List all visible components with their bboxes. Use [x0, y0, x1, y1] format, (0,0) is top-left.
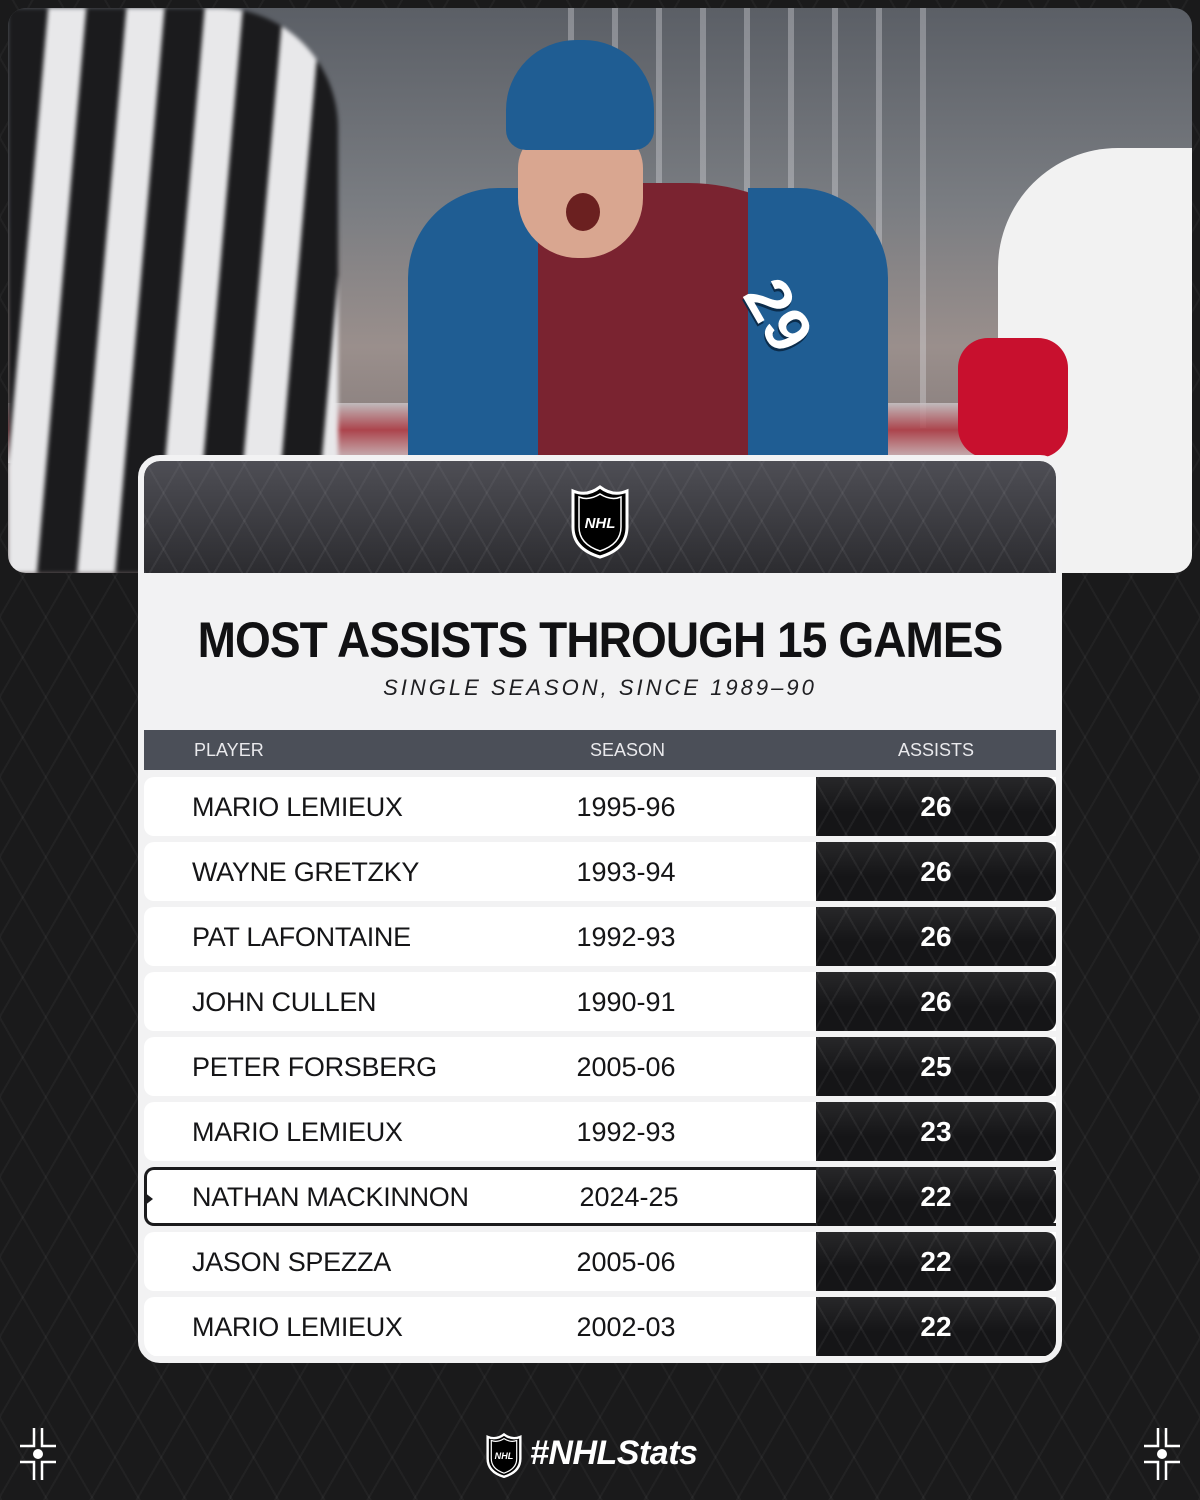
- table-row: JOHN CULLEN 1990-91 26: [144, 972, 1056, 1031]
- season-value: 1995-96: [576, 792, 676, 822]
- player-name: JOHN CULLEN: [192, 987, 377, 1017]
- hero-photo: 29: [8, 8, 1192, 573]
- column-header-assists: ASSISTS: [898, 740, 975, 760]
- player-name: MARIO LEMIEUX: [192, 792, 403, 822]
- table-row: PETER FORSBERG 2005-06 25: [144, 1037, 1056, 1096]
- assists-value: 22: [816, 1232, 1056, 1291]
- table-row-highlighted: NATHAN MACKINNON 2024-25 22: [144, 1167, 1056, 1226]
- assists-value: 22: [816, 1297, 1056, 1356]
- season-value: 1990-91: [576, 987, 676, 1017]
- assists-value: 22: [816, 1167, 1056, 1226]
- nhl-logo-text: NHL: [495, 1451, 514, 1461]
- nhl-shield-icon: NHL: [486, 1432, 522, 1478]
- player-name: PAT LAFONTAINE: [192, 922, 411, 952]
- assists-value: 23: [816, 1102, 1056, 1161]
- stats-card: NHL MOST ASSISTS THROUGH 15 GAMES SINGLE…: [138, 455, 1062, 1363]
- assists-value: 25: [816, 1037, 1056, 1096]
- table-header: PLAYER SEASON ASSISTS: [144, 730, 1056, 770]
- player-shoulder-right: [748, 188, 888, 488]
- season-value: 2005-06: [576, 1052, 676, 1082]
- player-shoulder-left: [408, 188, 538, 488]
- crosshair-ornament-icon: [1144, 1428, 1180, 1480]
- player-mouth: [566, 193, 600, 231]
- season-value: 1993-94: [576, 857, 676, 887]
- highlight-marker-icon: [144, 1192, 153, 1206]
- season-value: 1992-93: [576, 1117, 676, 1147]
- footer: NHL #NHLStats: [0, 1420, 1200, 1490]
- player-helmet: [506, 40, 654, 150]
- crosshair-ornament-icon: [20, 1428, 56, 1480]
- season-value: 2002-03: [576, 1312, 676, 1342]
- page-subtitle: SINGLE SEASON, SINCE 1989–90: [383, 675, 817, 700]
- table-row: WAYNE GRETZKY 1993-94 26: [144, 842, 1056, 901]
- table-row: MARIO LEMIEUX 1995-96 26: [144, 777, 1056, 836]
- season-value: 1992-93: [576, 922, 676, 952]
- table-row: MARIO LEMIEUX 1992-93 23: [144, 1102, 1056, 1161]
- assists-value: 26: [816, 842, 1056, 901]
- table-row: JASON SPEZZA 2005-06 22: [144, 1232, 1056, 1291]
- nhl-logo-text: NHL: [585, 515, 616, 532]
- card-header: NHL: [144, 461, 1056, 573]
- assists-value: 26: [816, 777, 1056, 836]
- opponent-glove: [958, 338, 1068, 458]
- nhl-shield-icon: NHL: [571, 485, 629, 559]
- season-value: 2005-06: [576, 1247, 676, 1277]
- player-name: JASON SPEZZA: [192, 1247, 391, 1277]
- player-name: WAYNE GRETZKY: [192, 857, 420, 887]
- column-header-player: PLAYER: [194, 740, 264, 760]
- hashtag-label: #NHLStats: [530, 1434, 698, 1472]
- column-header-season: SEASON: [590, 740, 666, 760]
- player-name: NATHAN MACKINNON: [192, 1182, 469, 1212]
- season-value: 2024-25: [579, 1182, 679, 1212]
- player-name: MARIO LEMIEUX: [192, 1312, 403, 1342]
- player-name: MARIO LEMIEUX: [192, 1117, 403, 1147]
- table-row: MARIO LEMIEUX 2002-03 22: [144, 1297, 1056, 1356]
- table-row: PAT LAFONTAINE 1992-93 26: [144, 907, 1056, 966]
- page-title: MOST ASSISTS THROUGH 15 GAMES: [197, 612, 1004, 668]
- title-block: MOST ASSISTS THROUGH 15 GAMES SINGLE SEA…: [144, 611, 1056, 701]
- assists-value: 26: [816, 972, 1056, 1031]
- assists-value: 26: [816, 907, 1056, 966]
- player-name: PETER FORSBERG: [192, 1052, 437, 1082]
